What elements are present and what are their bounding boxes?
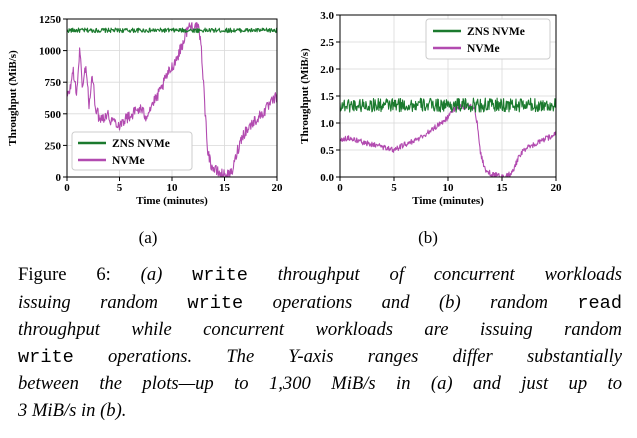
legend-label-nvme-b: NVMe — [467, 43, 500, 55]
caption-code: write — [187, 292, 244, 314]
caption-line: issuing random write operations and (b) … — [18, 290, 622, 318]
x-tick-label: 15 — [219, 182, 231, 194]
x-tick-label: 0 — [64, 182, 70, 194]
caption-text: operations. The Y-axis ranges differ sub… — [73, 345, 622, 367]
y-tick-label: 750 — [45, 77, 62, 89]
y-tick-label: 250 — [45, 140, 62, 152]
legend-a: ZNS NVMe NVMe — [71, 131, 193, 171]
caption-code: write — [18, 346, 74, 368]
legend-label-nvme-a: NVMe — [112, 155, 145, 167]
y-tick-label: 1250 — [39, 14, 62, 26]
caption-text: Figure 6: — [18, 264, 141, 285]
x-tick-label: 5 — [117, 182, 123, 194]
caption-text: throughput while concurrent workloads ar… — [18, 319, 622, 340]
chart-a: 0 5 10 15 20 0 250 500 750 1000 1250 Time (minutes… — [7, 14, 283, 247]
y-tick-label: 2.5 — [320, 37, 334, 49]
series-line-nvme — [66, 21, 278, 178]
x-tick-label: 10 — [167, 182, 179, 194]
x-axis-title-b: Time (minutes) — [412, 195, 484, 207]
ticks-b: 0 5 10 15 20 0.0 0.5 1.0 1.5 2.0 2.5 3.0 — [320, 10, 562, 194]
caption-line: 3 MiB/s in (b). — [18, 398, 622, 425]
sub-label-b: (b) — [418, 228, 438, 247]
x-tick-label: 20 — [272, 182, 284, 194]
y-tick-label: 3.0 — [320, 10, 334, 22]
caption-line: Figure 6: (a) write throughput of concur… — [18, 262, 622, 290]
caption-line: throughput while concurrent workloads ar… — [18, 317, 622, 344]
caption-text: between the plots—up to 1,300 MiB/s in (… — [18, 373, 622, 394]
series-line-zns-nvme — [66, 27, 278, 34]
series-lines-b — [339, 97, 557, 178]
caption-text: throughput of concurrent workloads — [247, 264, 622, 285]
y-tick-label: 1.5 — [320, 91, 334, 103]
series-line-nvme — [339, 103, 557, 178]
caption-text: 3 MiB/s in (b). — [18, 399, 127, 421]
x-tick-label: 15 — [497, 182, 509, 194]
x-tick-label: 0 — [337, 182, 343, 194]
caption-text: operations and (b) random — [243, 291, 578, 313]
series-line-zns-nvme — [339, 97, 557, 113]
legend-label-zns-b: ZNS NVMe — [467, 26, 525, 38]
x-tick-label: 20 — [551, 182, 563, 194]
series-lines-a — [66, 21, 278, 178]
y-tick-label: 0.0 — [320, 172, 334, 184]
caption-text: (a) — [140, 264, 193, 285]
y-tick-label: 500 — [45, 109, 62, 121]
legend-label-zns-a: ZNS NVMe — [112, 138, 170, 150]
y-tick-label: 1.0 — [320, 118, 334, 130]
caption-line: between the plots—up to 1,300 MiB/s in (… — [18, 371, 622, 398]
y-tick-label: 2.0 — [320, 64, 334, 76]
x-axis-title-a: Time (minutes) — [136, 195, 208, 207]
y-axis-title-b: Throughput (MiB/s) — [299, 48, 311, 144]
y-axis-title-a: Throughput (MiB/s) — [7, 50, 19, 146]
caption-code: read — [577, 292, 622, 314]
ticks-a: 0 5 10 15 20 0 250 500 750 1000 1250 — [39, 14, 283, 194]
y-tick-label: 1000 — [39, 46, 62, 58]
sub-label-a: (a) — [139, 228, 158, 247]
figure: 0 5 10 15 20 0 250 500 750 1000 1250 Time (minutes… — [7, 10, 562, 247]
caption-code: write — [192, 265, 248, 286]
x-tick-label: 5 — [391, 182, 397, 194]
caption-text: issuing random — [18, 291, 188, 313]
y-tick-label: 0.5 — [320, 145, 334, 157]
x-tick-label: 10 — [443, 182, 455, 194]
figure-caption: Figure 6: (a) write throughput of concur… — [18, 262, 622, 424]
y-tick-label: 0 — [56, 172, 62, 184]
legend-b: ZNS NVMe NVMe — [425, 18, 551, 60]
caption-line: write operations. The Y-axis ranges diff… — [18, 344, 622, 372]
chart-b: 0 5 10 15 20 0.0 0.5 1.0 1.5 2.0 2.5 3.0 Time (minu… — [299, 10, 562, 247]
